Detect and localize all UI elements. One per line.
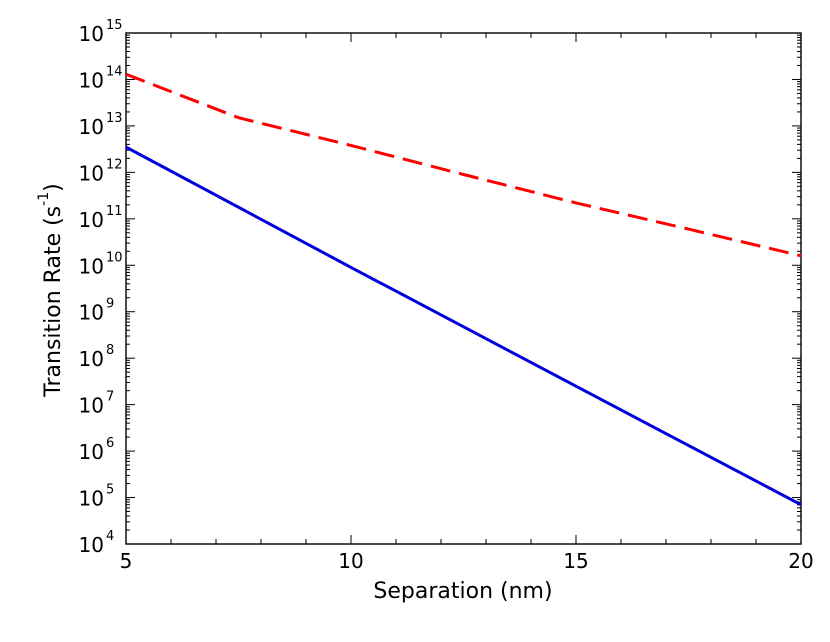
y-tick-label: 10 [79,22,104,46]
y-tick-label-exponent: 14 [106,64,123,79]
y-axis-title-close: ) [41,183,66,192]
y-tick-label: 10 [79,254,104,278]
y-tick-label-exponent: 4 [106,529,114,544]
y-tick-label-exponent: 7 [106,390,114,405]
x-axis-title: Separation (nm) [373,579,552,604]
y-tick-label-exponent: 13 [106,111,123,126]
y-tick-label: 10 [79,394,104,418]
y-tick-label-exponent: 10 [106,250,123,265]
y-tick-label: 10 [79,533,104,557]
y-tick-label: 10 [79,487,104,511]
plot-area [125,32,802,545]
y-axis-title: Transition Rate (s-1) [36,183,66,397]
y-tick-label-exponent: 12 [106,157,123,172]
y-tick-label-exponent: 6 [106,436,114,451]
y-tick-label-exponent: 5 [106,483,114,498]
y-tick-label: 10 [79,301,104,325]
series-lines [125,72,802,507]
y-tick-label: 10 [79,208,104,232]
x-tick-label: 5 [120,549,133,573]
y-tick-label-exponent: 9 [106,297,114,312]
series-line-2 [125,145,802,507]
svg-text:Transition Rate (s-1): Transition Rate (s-1) [36,183,66,397]
y-tick-label-exponent: 15 [106,18,123,33]
y-tick-label: 10 [79,347,104,371]
y-tick-label: 10 [79,115,104,139]
y-axis-title-text: Transition Rate (s [41,206,66,398]
y-tick-label: 10 [79,68,104,92]
x-tick-label: 20 [788,549,813,573]
x-tick-labels: 5 10 15 20 [120,549,814,573]
y-tick-label-exponent: 11 [106,204,123,219]
x-tick-label: 15 [563,549,588,573]
series-line-1 [125,72,802,258]
y-axis-title-exponent: -1 [36,192,52,206]
x-tick-label: 10 [338,549,363,573]
axis-ticks [125,32,802,545]
y-tick-label: 10 [79,440,104,464]
y-tick-label-exponent: 8 [106,343,114,358]
y-tick-label: 10 [79,161,104,185]
